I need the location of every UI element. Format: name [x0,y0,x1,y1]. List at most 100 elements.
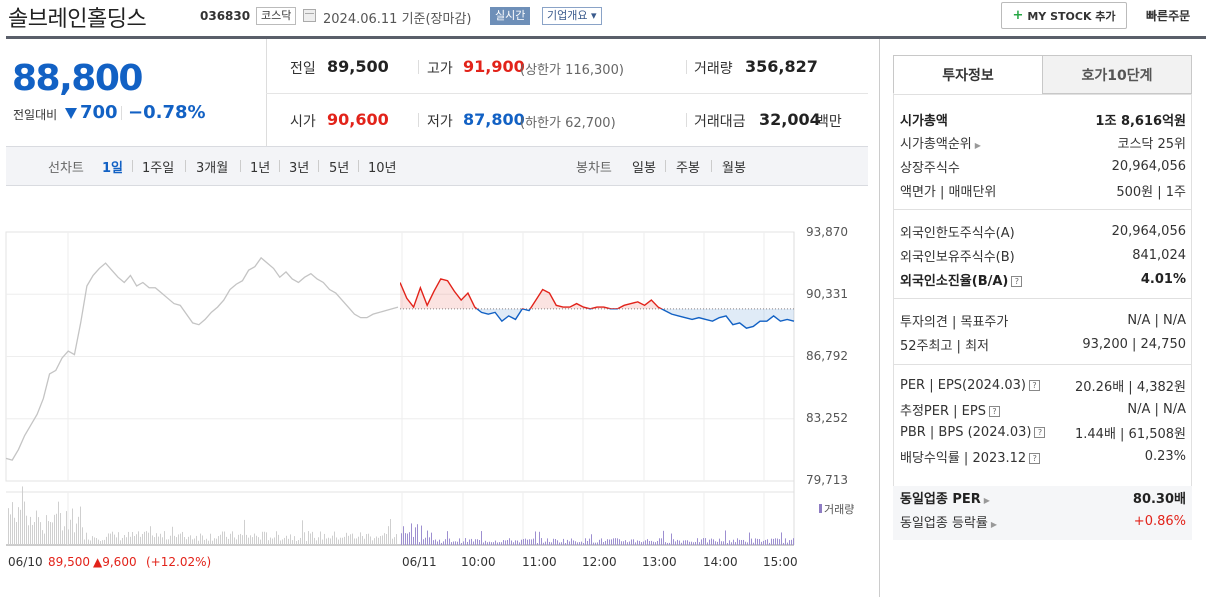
period-1w[interactable]: 1주일 [142,161,175,176]
current-price: 88,800 [12,58,143,99]
divider [266,93,868,94]
volume-bar [254,533,255,545]
volume-bar [106,536,107,545]
volume-bar [635,542,636,545]
volume-bar [36,510,37,545]
market-cap-rank-row[interactable]: 시가총액순위 ▶ 코스닥 25위 [900,131,1186,153]
volume-bar [625,540,626,545]
volume-bar [72,508,73,545]
open-value: 90,600 [327,110,389,129]
foreign-ratio-row: 외국인소진율(B/A)? 4.01% [900,268,1186,290]
volume-bar [573,540,574,545]
volume-bar [637,540,638,545]
high-label: 고가 [427,61,453,77]
volume-bar [26,515,27,545]
divider [266,39,267,146]
volume-bar [679,540,680,545]
volume-bar [394,537,395,545]
volume-bar [12,502,13,545]
help-icon[interactable]: ? [1034,426,1046,438]
volume-bar [132,532,133,545]
period-3m[interactable]: 3개월 [196,161,229,176]
add-mystock-button[interactable]: + MY STOCK 추가 [1001,2,1127,29]
volume-bar [583,542,584,545]
volume-bar [655,542,656,545]
volume-bar [495,540,496,545]
candle-weekly[interactable]: 주봉 [676,161,700,176]
volume-bar [16,521,17,545]
volume-bar [589,538,590,545]
company-overview-button[interactable]: 기업개요 ▾ [542,7,602,25]
period-1d[interactable]: 1일 [102,161,124,176]
volume-bar [100,540,101,545]
divider [686,60,687,74]
volume-bar [186,539,187,545]
divider [686,113,687,127]
realtime-button[interactable]: 실시간 [490,7,531,25]
volume-bar [409,532,410,545]
volume-bar [202,535,203,545]
volume-bar [641,542,642,545]
help-icon[interactable]: ? [1028,379,1040,391]
tab-orderbook[interactable]: 호가10단계 [1042,55,1192,94]
stock-name: 솔브레인홀딩스 [8,7,147,32]
volume-bar [439,539,440,545]
volume-bar [665,542,666,545]
volume-bar [352,533,353,545]
volume-bar [547,538,548,545]
volume-bar [565,542,566,545]
volume-bar [593,542,594,545]
industry-change-row[interactable]: 동일업종 등락률 ▶ +0.86% [900,510,1186,532]
market-badge: 코스닥 [256,7,297,25]
volume-bar [737,538,738,545]
help-icon[interactable]: ? [1029,452,1041,464]
volume-bar [557,540,558,545]
foreign-holding-row: 외국인보유주식수(B) 841,024 [900,244,1186,266]
volume-bar [457,541,458,545]
period-5y[interactable]: 5년 [329,161,350,176]
period-1y[interactable]: 1년 [250,161,271,176]
volume-bar [42,530,43,545]
prev-day-pct: (+12.02%) [146,555,212,569]
volume-bar [170,535,171,545]
volume-bar [78,516,79,545]
per-eps-value: 20.26배 | 4,382원 [1075,379,1186,395]
volume-bar [773,538,774,545]
volume-bar [326,538,327,545]
target-price-value: N/A | N/A [1127,312,1186,328]
volume-bar [96,538,97,545]
est-per-label: 추정PER | EPS [900,403,986,419]
y-tick-label: 90,331 [806,287,848,301]
volume-bar [621,541,622,545]
lower-limit: (하한가 62,700) [520,116,616,131]
period-10y[interactable]: 10년 [368,161,397,176]
quick-order-link[interactable]: 빠른주문 [1146,9,1191,23]
add-mystock-label: MY STOCK 추가 [1027,9,1116,23]
divider [279,160,280,172]
volume-bar [423,539,424,545]
dividend-label: 배당수익률 | 2023.12 [900,450,1027,466]
volume-bar [421,525,422,545]
volume-bar [691,541,692,545]
volume-bar [705,538,706,545]
industry-section [893,486,1192,540]
volume-bar [112,531,113,545]
price-chart [5,231,795,546]
volume-bar [172,526,173,545]
volume-bar [427,530,428,545]
volume-bar [392,538,393,545]
industry-per-value: 80.30배 [1132,491,1186,507]
candle-daily[interactable]: 일봉 [632,161,656,176]
period-3y[interactable]: 3년 [289,161,310,176]
candle-monthly[interactable]: 월봉 [722,161,746,176]
help-icon[interactable]: ? [988,405,1000,417]
tab-invest-info[interactable]: 투자정보 [893,55,1043,94]
volume-bar [86,532,87,545]
industry-per-row[interactable]: 동일업종 PER ▶ 80.30배 [900,486,1186,508]
volume-bar [362,536,363,545]
volume-bar [429,537,430,545]
help-icon[interactable]: ? [1011,275,1023,287]
volume-bar [130,536,131,545]
volume-bar [22,486,23,545]
volume-bar [401,533,402,545]
